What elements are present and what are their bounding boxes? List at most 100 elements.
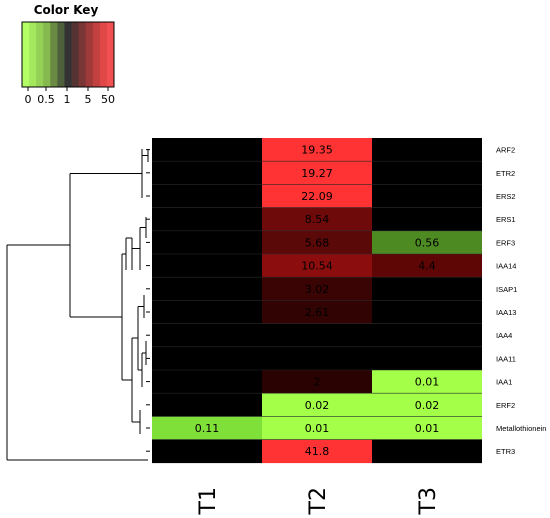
cell-value-label: 0.01	[415, 376, 440, 389]
heatmap-cell	[372, 254, 482, 278]
heatmap-cell	[152, 439, 262, 464]
cell-value-label: 22.09	[301, 190, 333, 203]
row-label: IAA14	[496, 262, 516, 271]
cell-value-label: 19.27	[301, 167, 333, 180]
heatmap-cell	[262, 161, 372, 185]
heatmap-cell	[262, 300, 372, 324]
color-key-gradient	[22, 22, 115, 87]
row-label: IAA4	[496, 331, 512, 340]
heatmap-cell	[262, 184, 372, 208]
color-key-title: Color Key	[34, 3, 99, 17]
color-key-tick-label: 0.5	[37, 93, 55, 106]
heatmap-cell	[152, 300, 262, 324]
cell-value-label: 2	[314, 376, 321, 389]
row-dendrogram	[6, 149, 150, 461]
color-key-swatch	[57, 22, 65, 87]
heatmap-cell	[152, 323, 262, 348]
row-label: ETR2	[496, 169, 515, 178]
row-label: IAA13	[496, 308, 516, 317]
heatmap-cell	[372, 439, 482, 464]
color-key-swatch	[92, 22, 101, 87]
color-key-swatch	[43, 22, 51, 87]
column-label: T3	[416, 487, 441, 515]
heatmap-cell	[152, 346, 262, 371]
cell-value-label: 4.4	[418, 260, 436, 273]
cell-value-label: 3.02	[305, 283, 330, 296]
heatmap-cell	[152, 184, 262, 208]
cell-value-label: 8.54	[305, 213, 330, 226]
heatmap-cell	[152, 254, 262, 278]
heatmap-cell	[262, 230, 372, 255]
row-label: ERF3	[496, 238, 515, 247]
heatmap-cell	[372, 323, 482, 348]
color-key-swatch	[78, 22, 87, 87]
heatmap-cell	[372, 230, 482, 255]
column-label: T1	[196, 487, 221, 515]
heatmap-cell	[372, 138, 482, 162]
heatmap-cell	[262, 138, 372, 162]
color-key-swatch	[71, 22, 80, 87]
color-key-swatch	[22, 22, 30, 87]
color-key-swatch	[36, 22, 44, 87]
heatmap-cells	[152, 138, 482, 464]
heatmap-cell	[372, 416, 482, 440]
heatmap-cell	[372, 184, 482, 208]
heatmap-cell	[152, 370, 262, 394]
heatmap-cell	[262, 207, 372, 232]
heatmap-cell	[152, 230, 262, 255]
row-label: IAA11	[496, 354, 516, 363]
row-label: ARF2	[496, 146, 515, 155]
heatmap-cell	[262, 439, 372, 464]
color-key-axis: 0 0.5 1 5 50	[22, 86, 115, 106]
heatmap-cell	[372, 207, 482, 232]
heatmap-cell	[262, 346, 372, 371]
row-label: ERS1	[496, 215, 516, 224]
cell-value-label: 5.68	[305, 236, 330, 249]
column-label: T2	[306, 487, 331, 515]
color-key-swatch	[99, 22, 108, 87]
color-key-swatch	[64, 22, 72, 87]
color-key-tick-label: 50	[101, 93, 115, 106]
color-key-swatch	[29, 22, 37, 87]
heatmap-cell	[262, 393, 372, 417]
row-label: ISAP1	[496, 285, 517, 294]
heatmap-cell	[372, 393, 482, 417]
row-labels: ARF2 ETR2 ERS2 ERS1 ERF3 IAA14 ISAP1 IAA13 IAA4 I…	[496, 146, 546, 457]
row-label: ERF2	[496, 401, 515, 410]
heatmap-cell	[152, 161, 262, 185]
color-key-tick-label: 0	[25, 93, 32, 106]
heatmap-cell	[152, 138, 262, 162]
cell-value-label: 0.01	[415, 422, 440, 435]
heatmap-cell	[152, 393, 262, 417]
heatmap-cell-labels: 19.35 19.27 22.09 8.54 5.68 0.56 10.54 4.4 3.02 2…	[195, 144, 440, 459]
heatmap-cell	[372, 161, 482, 185]
heatmap-cell	[372, 277, 482, 301]
cell-value-label: 10.54	[301, 260, 333, 273]
color-key-tick-label: 5	[85, 93, 92, 106]
heatmap-cell	[262, 370, 372, 394]
heatmap-cell	[372, 300, 482, 324]
heatmap-cell	[262, 277, 372, 301]
cell-value-label: 0.02	[415, 399, 440, 412]
cell-value-label: 0.02	[305, 399, 330, 412]
color-key-swatch	[85, 22, 94, 87]
cell-value-label: 0.56	[415, 236, 440, 249]
cell-value-label: 0.01	[305, 422, 330, 435]
column-labels: T1 T2 T3	[196, 487, 441, 515]
color-key-tick-label: 1	[64, 93, 71, 106]
cell-value-label: 19.35	[301, 144, 333, 157]
heatmap-cell	[372, 346, 482, 371]
color-key-swatch	[106, 22, 115, 87]
row-label: IAA1	[496, 378, 512, 387]
cell-value-label: 41.8	[305, 445, 330, 458]
cell-value-label: 2.61	[305, 306, 330, 319]
color-key-swatch	[50, 22, 58, 87]
heatmap-cell	[152, 207, 262, 232]
cell-value-label: 0.11	[195, 422, 220, 435]
heatmap-cell	[152, 277, 262, 301]
row-label: Metallothionein	[496, 424, 546, 433]
heatmap-cell	[152, 416, 262, 440]
row-label: ERS2	[496, 192, 516, 201]
row-label: ETR3	[496, 447, 515, 456]
